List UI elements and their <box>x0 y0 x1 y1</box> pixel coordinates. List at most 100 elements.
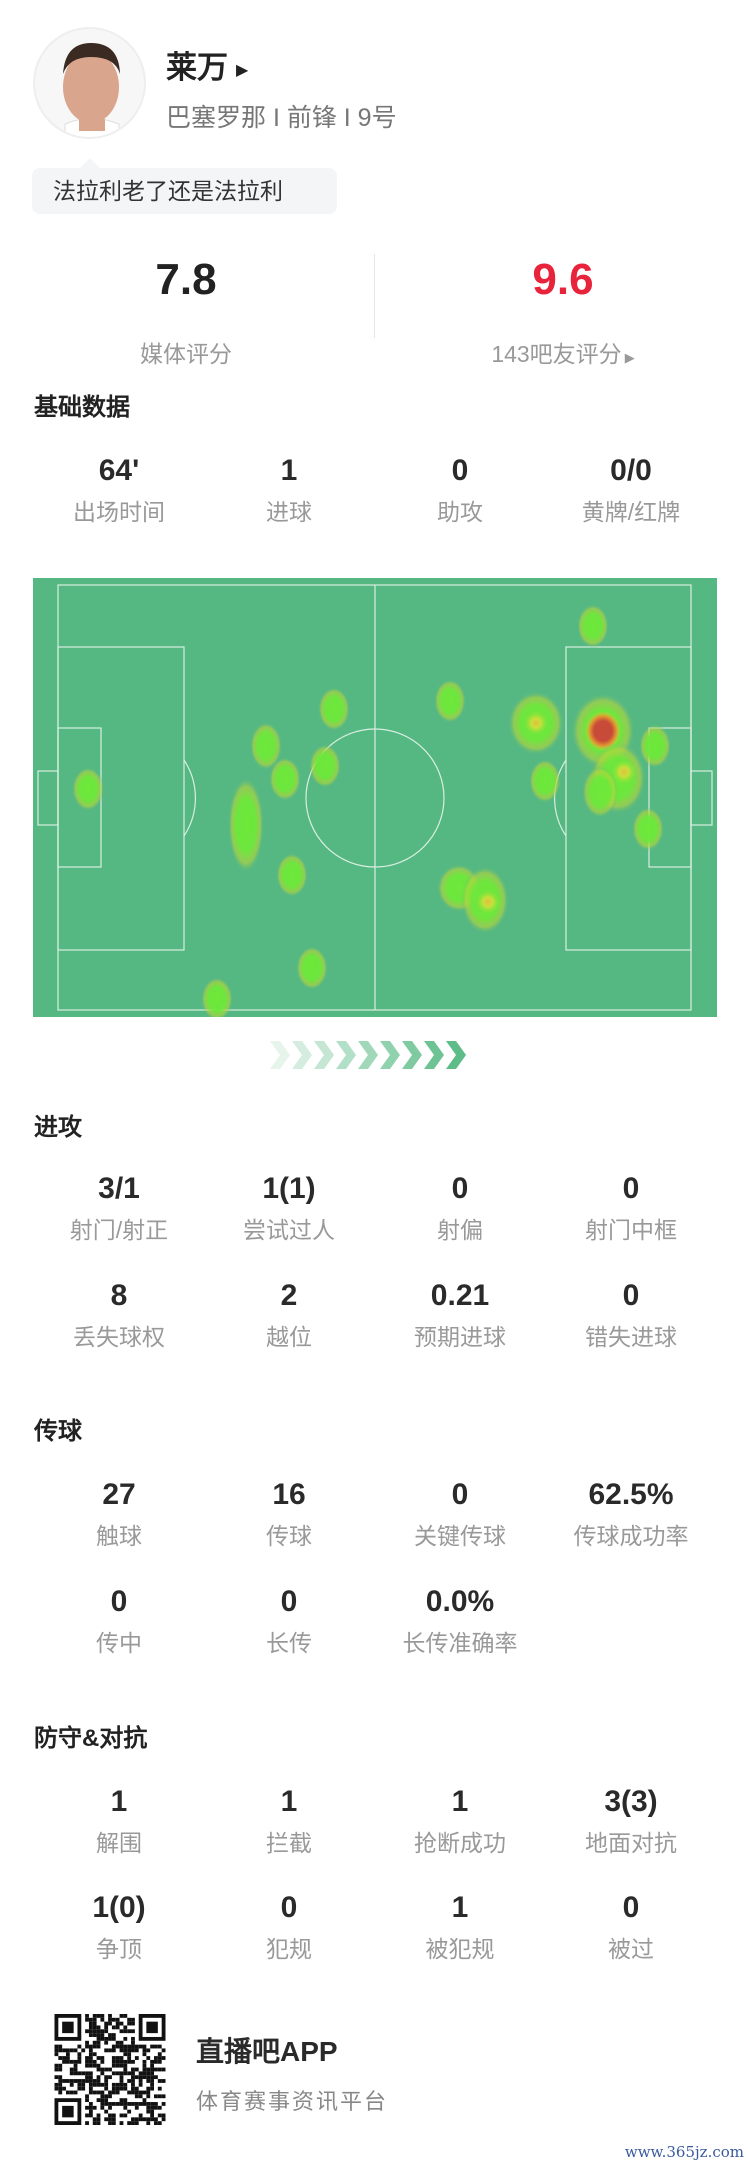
stat-value: 1(1) <box>262 1172 316 1205</box>
stat-value: 0 <box>451 454 469 487</box>
stat-item: 0.21 预期进球 <box>375 1278 545 1352</box>
stat-value: 0 <box>451 1478 469 1511</box>
app-slogan: 体育赛事资讯平台 <box>196 2089 389 2114</box>
heat-spot <box>250 722 282 770</box>
stat-value: 62.5% <box>588 1478 674 1511</box>
player-name[interactable]: 莱万 ▶ <box>166 50 249 85</box>
stat-value: 3/1 <box>98 1172 140 1205</box>
app-name: 直播吧APP <box>196 2036 338 2067</box>
chevron-right-icon <box>424 1041 444 1069</box>
stat-item: 1 被犯规 <box>375 1890 545 1964</box>
stat-label: 关键传球 <box>414 1523 506 1549</box>
stat-item: 0 长传 <box>204 1584 374 1658</box>
stat-item: 27 触球 <box>34 1477 204 1551</box>
chevron-right-icon <box>446 1041 466 1069</box>
stat-value: 2 <box>280 1279 298 1312</box>
stat-value: 1 <box>280 1785 298 1818</box>
stat-value: 0 <box>622 1891 640 1924</box>
stat-value: 1 <box>451 1785 469 1818</box>
chevron-right-icon <box>358 1041 378 1069</box>
heat-spot <box>269 757 301 801</box>
stat-item: 0 错失进球 <box>546 1278 716 1352</box>
heat-spot <box>434 679 466 723</box>
fan-rating[interactable]: 9.6 143吧友评分 ▶ <box>443 255 683 369</box>
media-rating: 7.8 媒体评分 <box>66 255 306 369</box>
stat-label: 黄牌/红牌 <box>581 499 681 525</box>
stat-value: 0.0% <box>425 1585 495 1618</box>
stat-item: 0 射偏 <box>375 1171 545 1245</box>
qr-code-icon[interactable] <box>52 2014 168 2125</box>
stat-value: 0 <box>280 1891 298 1924</box>
stat-label: 长传准确率 <box>402 1630 518 1656</box>
stat-label: 错失进球 <box>585 1324 677 1350</box>
stat-label: 越位 <box>266 1324 312 1350</box>
heat-spot <box>577 604 609 648</box>
stat-item: 2 越位 <box>204 1278 374 1352</box>
stat-value: 27 <box>102 1478 136 1511</box>
stat-label: 争顶 <box>96 1936 142 1962</box>
stat-item: 0 关键传球 <box>375 1477 545 1551</box>
heat-spot <box>318 687 350 731</box>
section-title-attack: 进攻 <box>34 1114 82 1141</box>
stat-item: 1(0) 争顶 <box>34 1890 204 1964</box>
stat-label: 射门中框 <box>585 1217 677 1243</box>
stat-value: 0.21 <box>430 1279 490 1312</box>
stat-value: 1 <box>280 454 298 487</box>
stat-label: 尝试过人 <box>243 1217 335 1243</box>
stat-value: 64' <box>98 454 140 487</box>
stat-label: 助攻 <box>437 499 483 525</box>
stat-item: 0 被过 <box>546 1890 716 1964</box>
stat-value: 16 <box>272 1478 306 1511</box>
stat-item: 16 传球 <box>204 1477 374 1551</box>
stat-label: 进球 <box>266 499 312 525</box>
stat-label: 被过 <box>608 1936 654 1962</box>
stat-label: 被犯规 <box>425 1936 495 1962</box>
heat-spot <box>228 777 264 873</box>
heat-spot <box>72 767 104 811</box>
stat-value: 1 <box>110 1785 128 1818</box>
heat-spot <box>201 977 233 1017</box>
pitch-lines <box>37 584 713 1011</box>
fan-rating-value: 9.6 <box>532 255 594 304</box>
player-comment: 法拉利老了还是法拉利 <box>32 158 337 214</box>
stat-value: 0 <box>622 1279 640 1312</box>
stat-item: 3/1 射门/射正 <box>34 1171 204 1245</box>
heatmap-pitch <box>33 578 717 1017</box>
stat-label: 丢失球权 <box>73 1324 165 1350</box>
heat-spot <box>276 853 308 897</box>
stat-item: 0 传中 <box>34 1584 204 1658</box>
stat-value: 3(3) <box>604 1785 658 1818</box>
section-title-basic: 基础数据 <box>34 394 130 421</box>
stat-item: 0/0 黄牌/红牌 <box>546 453 716 527</box>
media-rating-label: 媒体评分 <box>140 341 232 367</box>
stat-item: 8 丢失球权 <box>34 1278 204 1352</box>
stat-item: 1 拦截 <box>204 1784 374 1858</box>
stat-label: 抢断成功 <box>414 1830 506 1856</box>
section-title-passing: 传球 <box>34 1418 82 1445</box>
stat-item: 0 助攻 <box>375 453 545 527</box>
fan-rating-label: 143吧友评分 ▶ <box>491 341 635 367</box>
stat-label: 预期进球 <box>414 1324 506 1350</box>
stat-item: 1 进球 <box>204 453 374 527</box>
heat-spot <box>639 724 671 768</box>
triangle-right-icon: ▶ <box>236 61 249 79</box>
stat-value: 0 <box>622 1172 640 1205</box>
chevron-right-icon <box>292 1041 312 1069</box>
heat-spot <box>632 807 664 851</box>
player-avatar[interactable] <box>33 27 146 139</box>
stat-label: 拦截 <box>266 1830 312 1856</box>
stat-item: 0.0% 长传准确率 <box>375 1584 545 1658</box>
stat-value: 0 <box>110 1585 128 1618</box>
triangle-right-icon: ▶ <box>624 350 635 365</box>
chevron-right-icon <box>336 1041 356 1069</box>
section-title-defense: 防守&对抗 <box>34 1725 148 1752</box>
heat-blobs <box>72 604 671 1017</box>
player-photo-icon <box>63 43 120 137</box>
stat-label: 射偏 <box>437 1217 483 1243</box>
heat-spot <box>476 890 500 914</box>
stat-label: 解围 <box>96 1830 142 1856</box>
stat-value: 0 <box>451 1172 469 1205</box>
stat-label: 传球 <box>266 1523 312 1549</box>
stat-value: 0/0 <box>610 454 652 487</box>
chevron-right-icon <box>380 1041 400 1069</box>
